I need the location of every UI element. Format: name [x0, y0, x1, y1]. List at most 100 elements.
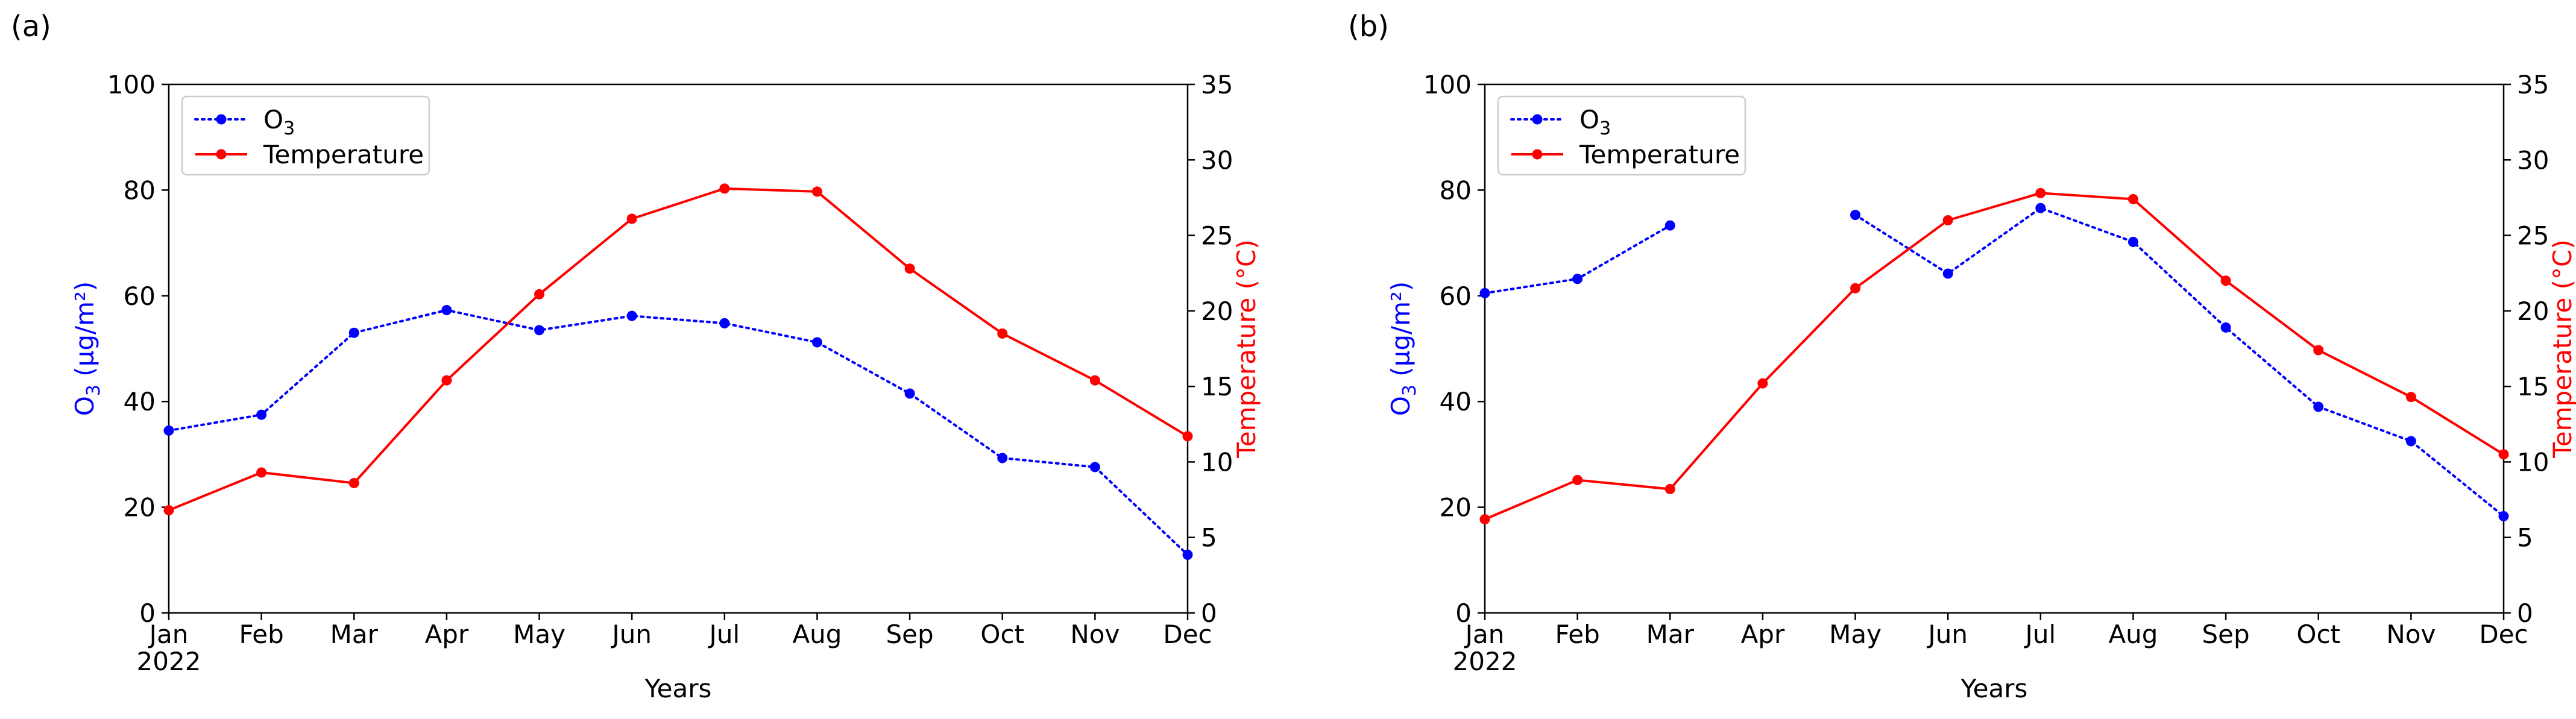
y-right-tick-label: 30: [2517, 145, 2549, 175]
data-point: [1572, 474, 1583, 485]
y-right-tick-label: 25: [2517, 221, 2549, 251]
y-left-title-main: O: [70, 396, 99, 416]
data-point: [1942, 268, 1953, 279]
y-left-title-sub: 3: [83, 385, 104, 396]
data-point: [348, 327, 359, 338]
y-left-tick-label: 60: [1440, 281, 1472, 311]
panel-label: (b): [1348, 10, 1389, 43]
data-point: [441, 375, 452, 386]
x-tick-label: Aug: [792, 620, 842, 649]
data-point: [2313, 401, 2324, 412]
y-left-tick-label: 60: [124, 281, 156, 311]
data-point: [1757, 378, 1768, 389]
data-point: [1572, 274, 1583, 284]
data-point: [1182, 431, 1193, 442]
y-left-title-rest: (µg/m²): [1386, 281, 1416, 385]
y-right-tick-label: 5: [1201, 523, 1217, 553]
y-right-tick-label: 15: [1201, 372, 1233, 401]
y-left-axis-title: O3 (µg/m²): [1386, 281, 1420, 416]
x-tick-label: May: [513, 620, 565, 649]
y-left-tick-label: 40: [124, 387, 156, 416]
y-right-tick-label: 20: [2517, 297, 2549, 326]
legend-label: O3: [263, 105, 295, 139]
data-point: [811, 186, 822, 197]
series-temperature: [1479, 187, 2509, 525]
legend-label-sub: 3: [283, 118, 295, 139]
legend-label-main: O: [1579, 105, 1599, 134]
data-point: [163, 505, 174, 516]
data-point: [163, 425, 174, 436]
legend-label: Temperature: [263, 140, 424, 169]
x-tick-label: Aug: [2108, 620, 2158, 649]
x-tick-label: Apr: [1741, 620, 1785, 649]
legend-label: O3: [1579, 105, 1611, 139]
y-left-title-main: O: [1386, 396, 1416, 416]
data-point: [256, 467, 267, 478]
legend-label-main: Temperature: [263, 140, 424, 169]
data-point: [2220, 322, 2231, 333]
x-tick-label: Jan: [148, 620, 189, 649]
data-point: [1089, 462, 1100, 473]
x-tick-label: Sep: [2202, 620, 2250, 649]
y-right-axis-title: Temperature (°C): [2548, 239, 2576, 459]
plot-frame: [1484, 83, 2505, 614]
plot-frame: [168, 83, 1189, 614]
data-point: [1664, 484, 1675, 495]
series-o3: [1479, 203, 2509, 522]
legend-label-main: Temperature: [1579, 140, 1740, 169]
legend-marker: [216, 149, 227, 160]
y-right-tick-label: 30: [1201, 145, 1233, 175]
y-left-title-rest: (µg/m²): [70, 281, 99, 385]
x-tick-label: Sep: [886, 620, 934, 649]
data-point: [719, 183, 730, 194]
series-line: [168, 187, 1189, 512]
legend-label-sub: 3: [1599, 118, 1611, 139]
legend-marker: [1532, 149, 1543, 160]
x-tick-label: Oct: [2296, 620, 2340, 649]
data-point: [1850, 283, 1861, 294]
data-point: [2313, 345, 2324, 356]
y-left-tick-label: 80: [124, 175, 156, 205]
y-left-tick-label: 40: [1440, 387, 1472, 416]
data-point: [1089, 375, 1100, 386]
data-point: [2405, 392, 2416, 403]
x-tick-label: Jun: [610, 620, 652, 649]
x-axis-title: Years: [1960, 674, 2028, 703]
y-right-axis-title: Temperature (°C): [1232, 239, 1261, 459]
data-point: [2127, 236, 2138, 247]
x-tick-label: Dec: [2479, 620, 2528, 649]
x-tick-label: Dec: [1163, 620, 1212, 649]
data-point: [1850, 210, 1861, 221]
y-left-tick-label: 100: [1423, 70, 1472, 99]
legend-marker: [1532, 114, 1543, 125]
y-right-tick-label: 10: [1201, 447, 1233, 477]
series-o3: [163, 304, 1193, 560]
data-point: [348, 478, 359, 489]
series-line: [1484, 192, 2505, 521]
y-right-tick-label: 0: [2517, 598, 2533, 628]
data-point: [1479, 287, 1490, 298]
x-tick-label: Jun: [1926, 620, 1968, 649]
legend-label: Temperature: [1579, 140, 1740, 169]
data-point: [2498, 449, 2509, 460]
data-point: [904, 388, 915, 399]
chart-panel-2: (b) Jan Feb Mar Apr May Jun Jul Aug Sep Oct Nov Dec 2…: [1348, 10, 2576, 703]
y-left-tick-label: 20: [124, 493, 156, 523]
series-temperature: [163, 183, 1193, 516]
legend-marker: [216, 114, 227, 125]
x-tick-label: Nov: [2386, 620, 2436, 649]
data-point: [997, 328, 1008, 339]
data-point: [441, 304, 452, 315]
chart-panel-1: (a) Jan Feb Mar Apr May Jun Jul Aug Sep Oct Nov Dec 2…: [11, 10, 1261, 703]
x-tick-label: Mar: [330, 620, 379, 649]
data-point: [2405, 436, 2416, 447]
x-year-label: 2022: [137, 647, 201, 676]
data-point: [2220, 275, 2231, 286]
data-point: [904, 263, 915, 274]
data-point: [256, 409, 267, 420]
panel-label: (a): [11, 10, 51, 43]
